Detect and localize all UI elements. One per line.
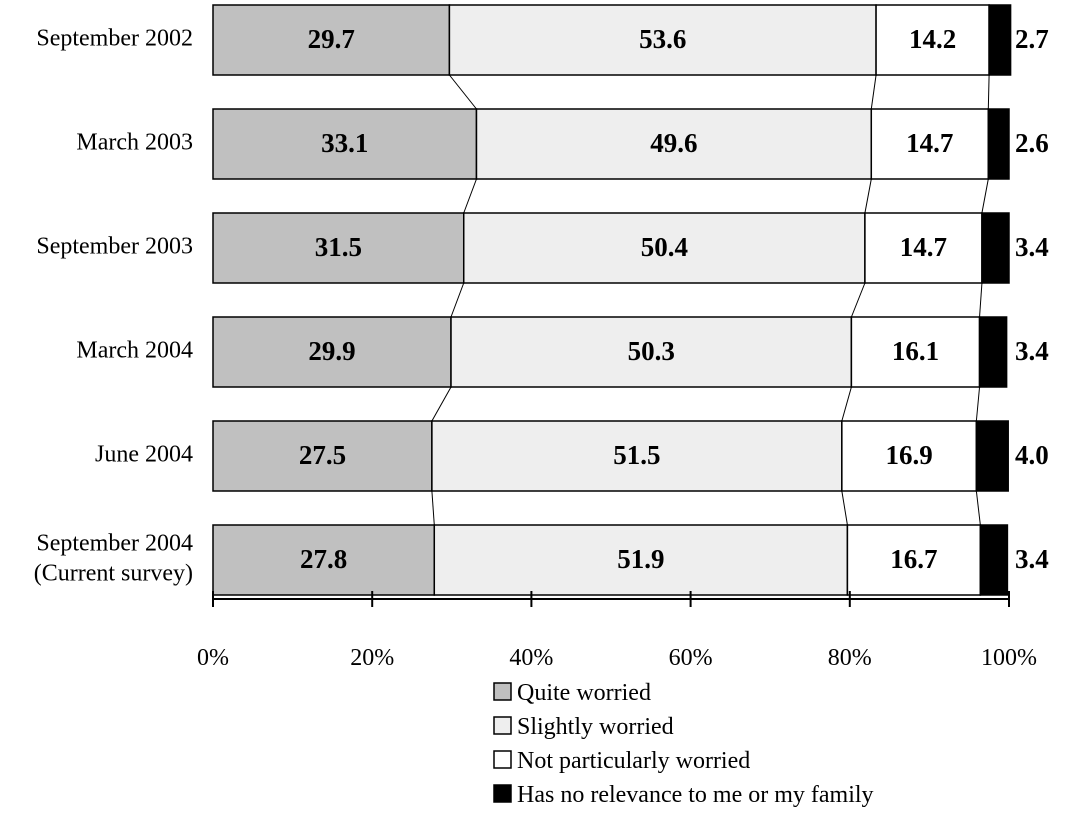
category-label-0: September 2002 — [36, 26, 193, 52]
legend-label-not-particularly-worried: Not particularly worried — [517, 748, 750, 774]
bar-has-no-relevance-to-me-or-my-family-4 — [975, 420, 1009, 492]
data-label-has-no-relevance-to-me-or-my-family-1: 2.6 — [1015, 128, 1049, 158]
legend-label-has-no-relevance-to-me-or-my-family: Has no relevance to me or my family — [517, 782, 874, 808]
data-label-not-particularly-worried-1: 14.7 — [906, 128, 953, 158]
bar-slightly-worried-4 — [431, 420, 843, 492]
bar-slightly-worried-3 — [450, 316, 853, 388]
data-label-not-particularly-worried-0: 14.2 — [909, 24, 956, 54]
x-tick-label-3: 60% — [669, 645, 713, 671]
data-label-not-particularly-worried-2: 14.7 — [900, 232, 947, 262]
legend-swatch-slightly-worried — [493, 716, 512, 735]
connector-line-0-1 — [870, 74, 877, 110]
data-label-has-no-relevance-to-me-or-my-family-2: 3.4 — [1015, 232, 1049, 262]
data-label-slightly-worried-4: 51.5 — [613, 440, 660, 470]
x-tick-label-1: 20% — [350, 645, 394, 671]
data-label-not-particularly-worried-3: 16.1 — [892, 336, 939, 366]
connector-line-3-1 — [841, 386, 852, 422]
connector-line-4-0 — [431, 490, 435, 526]
legend-label-quite-worried: Quite worried — [517, 680, 651, 706]
data-label-not-particularly-worried-4: 16.9 — [885, 440, 932, 470]
data-label-slightly-worried-0: 53.6 — [639, 24, 686, 54]
bar-quite-worried-0 — [212, 4, 451, 76]
bar-quite-worried-4 — [212, 420, 433, 492]
bar-not-particularly-worried-2 — [864, 212, 983, 284]
bar-slightly-worried-5 — [433, 524, 849, 596]
legend-swatch-has-no-relevance-to-me-or-my-family — [493, 784, 512, 803]
x-tick-label-5: 100% — [981, 645, 1037, 671]
connector-line-3-0 — [431, 386, 452, 422]
bar-not-particularly-worried-4 — [841, 420, 978, 492]
data-label-slightly-worried-2: 50.4 — [641, 232, 688, 262]
bar-has-no-relevance-to-me-or-my-family-5 — [979, 524, 1009, 596]
bar-quite-worried-1 — [212, 108, 478, 180]
bar-slightly-worried-1 — [475, 108, 873, 180]
x-axis: 0% 20% 40% 60% 80% 100% — [197, 591, 1037, 671]
bar-has-no-relevance-to-me-or-my-family-1 — [987, 108, 1010, 180]
connector-line-3-2 — [975, 386, 981, 422]
bar-not-particularly-worried-0 — [875, 4, 990, 76]
bar-quite-worried-3 — [212, 316, 452, 388]
connector-line-1-2 — [981, 178, 989, 214]
data-label-quite-worried-3: 29.9 — [308, 336, 355, 366]
bar-slightly-worried-2 — [462, 212, 866, 284]
data-label-quite-worried-4: 27.5 — [299, 440, 346, 470]
category-label-5-line-0: September 2004 — [36, 531, 193, 557]
category-label-5-line-1: (Current survey) — [34, 561, 193, 587]
data-label-not-particularly-worried-5: 16.7 — [890, 544, 937, 574]
category-label-2: September 2003 — [36, 234, 193, 260]
x-tick-label-0: 0% — [197, 645, 229, 671]
data-label-slightly-worried-1: 49.6 — [650, 128, 697, 158]
bar-not-particularly-worried-3 — [850, 316, 981, 388]
category-label-1: March 2003 — [76, 130, 193, 156]
connector-line-0-0 — [449, 74, 477, 110]
data-label-has-no-relevance-to-me-or-my-family-4: 4.0 — [1015, 440, 1049, 470]
connector-line-1-0 — [463, 178, 477, 214]
legend-swatch-quite-worried — [493, 682, 512, 701]
connector-line-2-0 — [450, 282, 465, 318]
data-label-quite-worried-5: 27.8 — [300, 544, 347, 574]
data-label-slightly-worried-5: 51.9 — [617, 544, 664, 574]
bar-segments — [212, 4, 1012, 596]
data-label-has-no-relevance-to-me-or-my-family-3: 3.4 — [1015, 336, 1049, 366]
data-label-slightly-worried-3: 50.3 — [628, 336, 675, 366]
connector-line-0-2 — [987, 74, 990, 110]
connector-line-2-1 — [850, 282, 866, 318]
category-label-3: March 2004 — [76, 338, 193, 364]
segment-labels: 29.7 53.6 14.2 2.7 33.1 49.6 14.7 2.6 31.5 50.4 14… — [299, 24, 1049, 574]
data-label-quite-worried-0: 29.7 — [308, 24, 355, 54]
legend-label-slightly-worried: Slightly worried — [517, 714, 674, 740]
x-tick-label-2: 40% — [509, 645, 553, 671]
connector-line-4-2 — [975, 490, 981, 526]
bar-has-no-relevance-to-me-or-my-family-2 — [981, 212, 1010, 284]
data-label-has-no-relevance-to-me-or-my-family-0: 2.7 — [1015, 24, 1049, 54]
connector-line-4-1 — [841, 490, 848, 526]
bar-not-particularly-worried-1 — [870, 108, 990, 180]
bar-not-particularly-worried-5 — [846, 524, 982, 596]
bar-has-no-relevance-to-me-or-my-family-0 — [988, 4, 1012, 76]
x-tick-label-4: 80% — [828, 645, 872, 671]
data-label-has-no-relevance-to-me-or-my-family-5: 3.4 — [1015, 544, 1049, 574]
connector-line-1-1 — [864, 178, 872, 214]
bar-has-no-relevance-to-me-or-my-family-3 — [978, 316, 1008, 388]
legend-swatch-not-particularly-worried — [493, 750, 512, 769]
category-label-4: June 2004 — [95, 442, 193, 468]
data-label-quite-worried-2: 31.5 — [315, 232, 362, 262]
connector-line-2-2 — [979, 282, 983, 318]
bar-quite-worried-2 — [212, 212, 465, 284]
legend: Quite worried Slightly worried Not particu… — [493, 680, 874, 808]
connector-lines — [431, 74, 990, 526]
category-labels: September 2002 March 2003 September 2003 Ma… — [34, 26, 193, 587]
data-label-quite-worried-1: 33.1 — [321, 128, 368, 158]
